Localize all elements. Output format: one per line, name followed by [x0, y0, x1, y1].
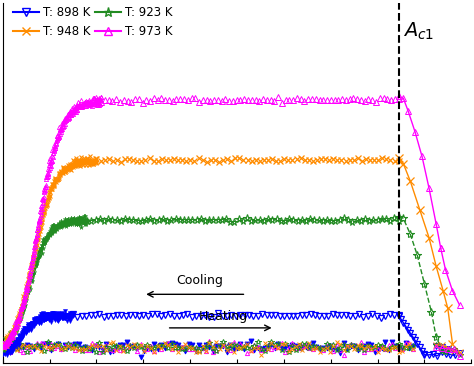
Text: Cooling: Cooling — [176, 274, 223, 287]
Legend: T: 898 K, T: 948 K, T: 923 K, T: 973 K: T: 898 K, T: 948 K, T: 923 K, T: 973 K — [9, 1, 177, 43]
Text: $A_{c1}$: $A_{c1}$ — [403, 20, 435, 42]
Text: Heating: Heating — [199, 310, 247, 322]
